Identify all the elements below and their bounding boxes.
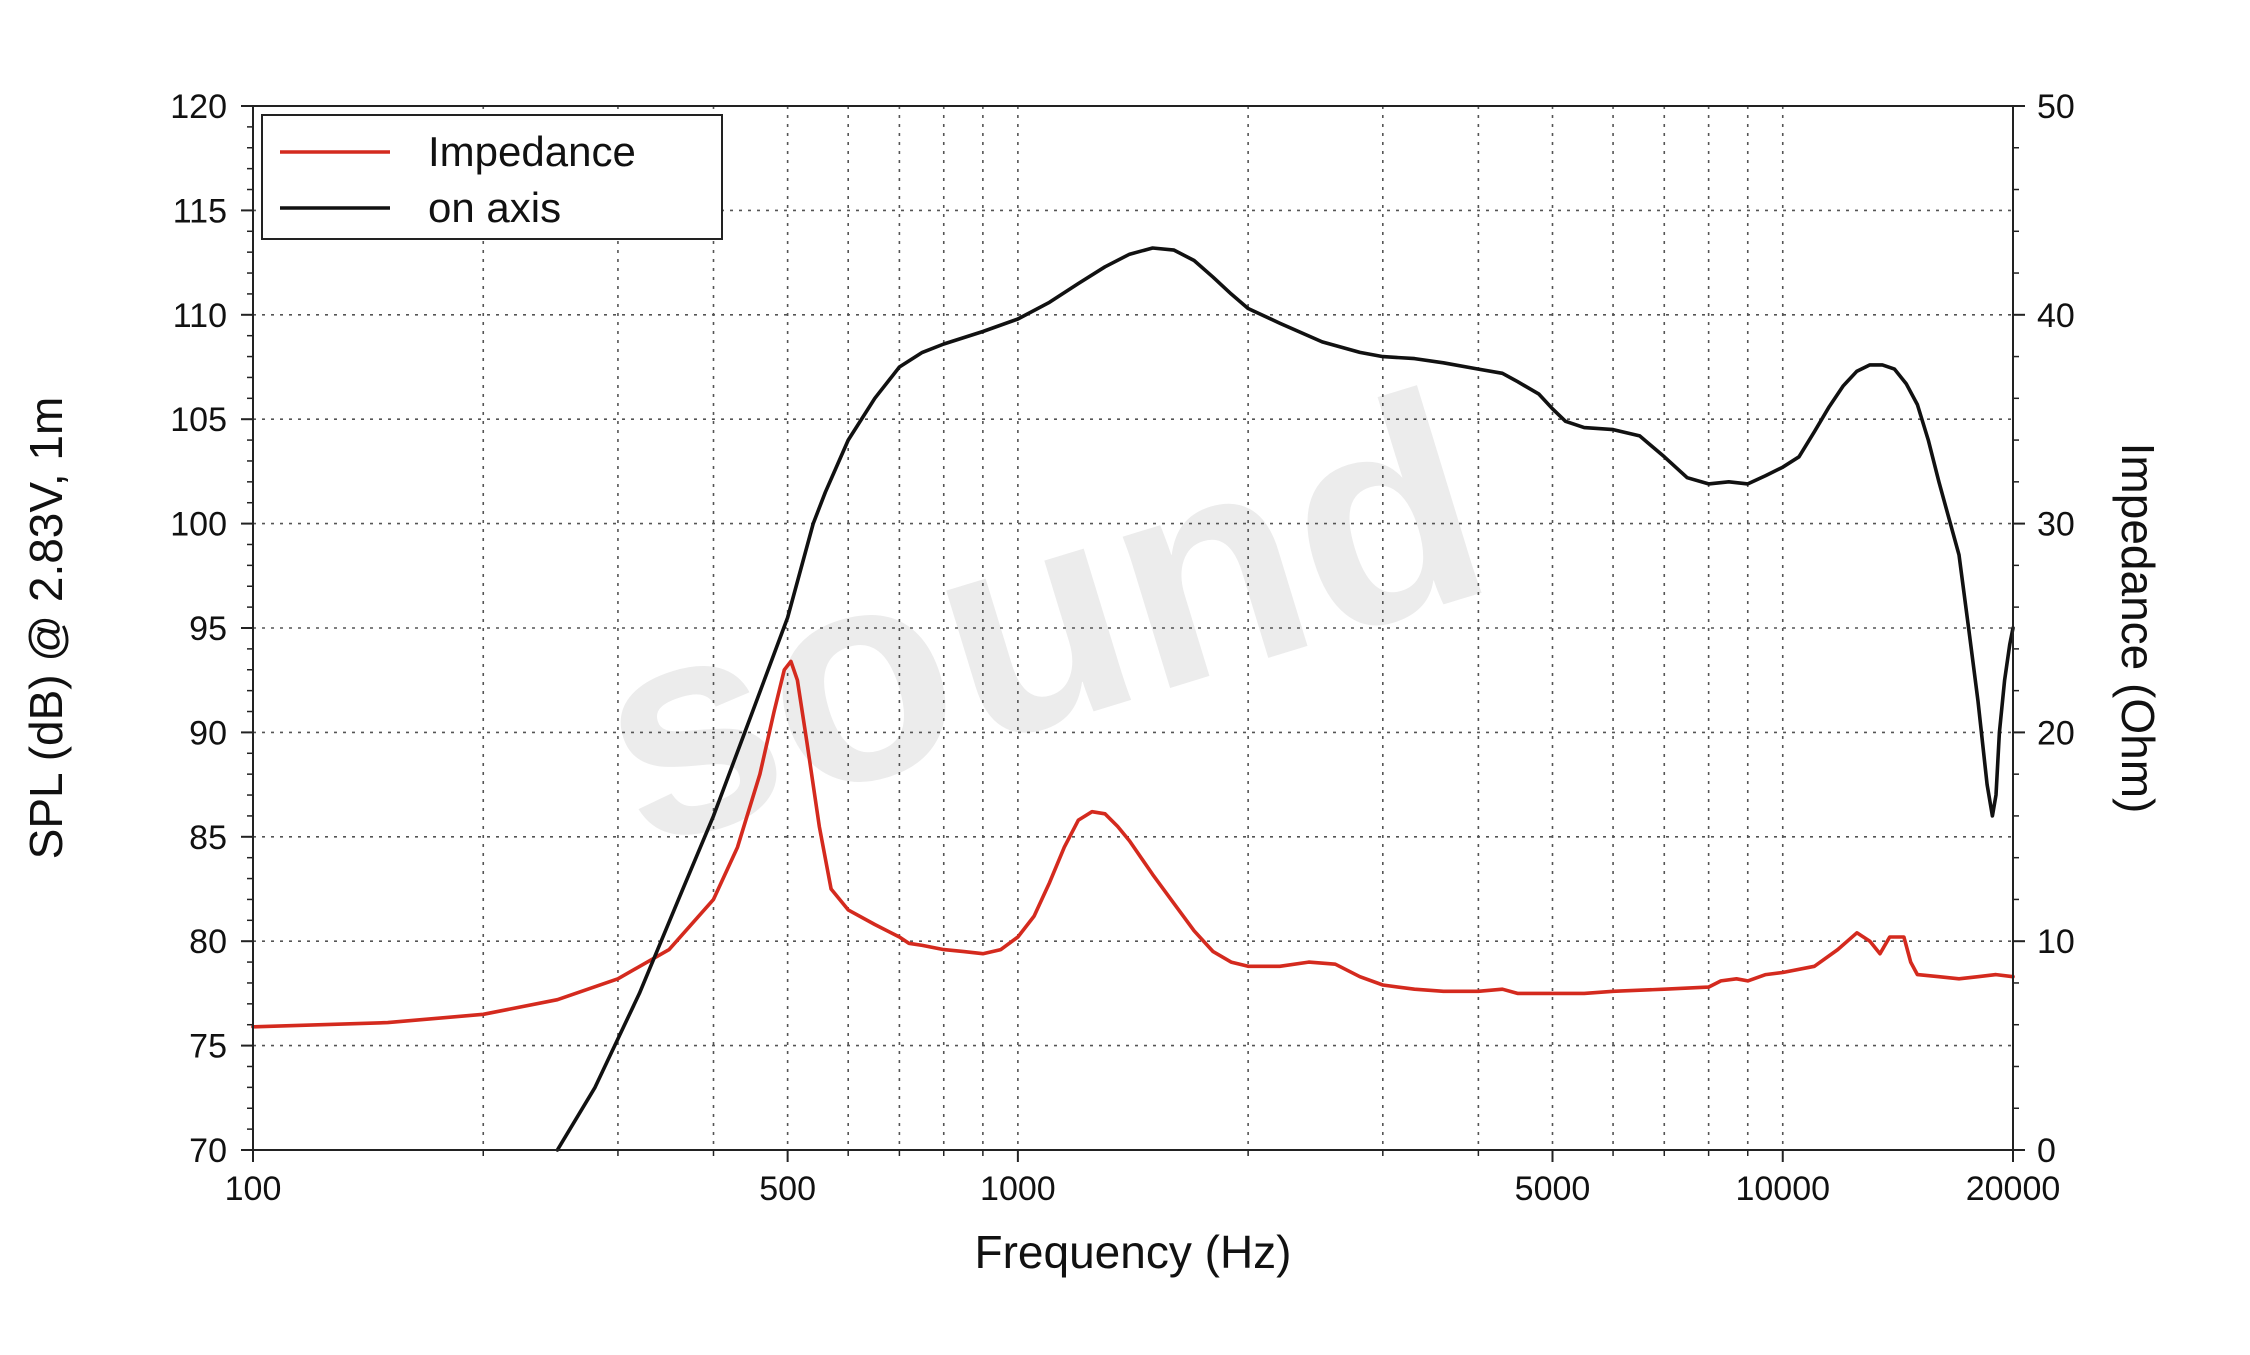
y-left-tick-label: 75: [189, 1028, 227, 1066]
legend-box: [261, 114, 723, 240]
y-left-axis-title: SPL (dB) @ 2.83V, 1m: [20, 397, 72, 860]
x-tick-label: 500: [759, 1170, 816, 1208]
y-right-tick-label: 50: [2037, 88, 2075, 126]
x-tick-label: 10000: [1735, 1170, 1830, 1208]
y-right-tick-label: 10: [2037, 923, 2075, 961]
y-right-tick-label: 20: [2037, 714, 2075, 752]
y-right-axis-title: Impedance (Ohm): [2112, 443, 2164, 814]
y-left-tick-label: 105: [170, 401, 227, 439]
y-left-tick-label: 95: [189, 610, 227, 648]
ticks-layer: [241, 105, 2025, 1162]
legend: Impedance on axis: [261, 114, 723, 240]
series-line-on-axis: [555, 246, 2015, 1152]
labels-layer: 70 75 80 85 90 95 100 105 110 115 120 0 10 20 30 40 50 10…: [20, 88, 2164, 1278]
x-tick-label: 100: [225, 1170, 282, 1208]
y-left-tick-label: 110: [173, 297, 227, 335]
y-right-tick-label: 40: [2037, 297, 2075, 335]
y-left-tick-label: 85: [189, 819, 227, 857]
y-left-tick-label: 90: [189, 714, 227, 752]
series-layer: [251, 246, 2015, 1152]
watermark-layer: sound: [560, 327, 1519, 911]
y-left-tick-label: 70: [189, 1132, 227, 1170]
x-axis-title: Frequency (Hz): [975, 1226, 1292, 1278]
x-tick-label: 1000: [980, 1170, 1056, 1208]
series-line-impedance: [251, 659, 2015, 1029]
x-tick-label: 5000: [1515, 1170, 1591, 1208]
watermark-text: sound: [560, 327, 1519, 911]
y-left-tick-label: 115: [173, 192, 227, 230]
y-right-tick-label: 30: [2037, 506, 2075, 544]
legend-label: Impedance: [428, 128, 636, 175]
grid-layer: [253, 106, 2013, 1150]
x-tick-label: 20000: [1966, 1170, 2061, 1208]
y-left-tick-label: 100: [170, 506, 227, 544]
y-left-tick-label: 120: [170, 88, 227, 126]
y-right-tick-label: 0: [2037, 1132, 2056, 1170]
y-left-tick-label: 80: [189, 923, 227, 961]
legend-label: on axis: [428, 184, 561, 231]
